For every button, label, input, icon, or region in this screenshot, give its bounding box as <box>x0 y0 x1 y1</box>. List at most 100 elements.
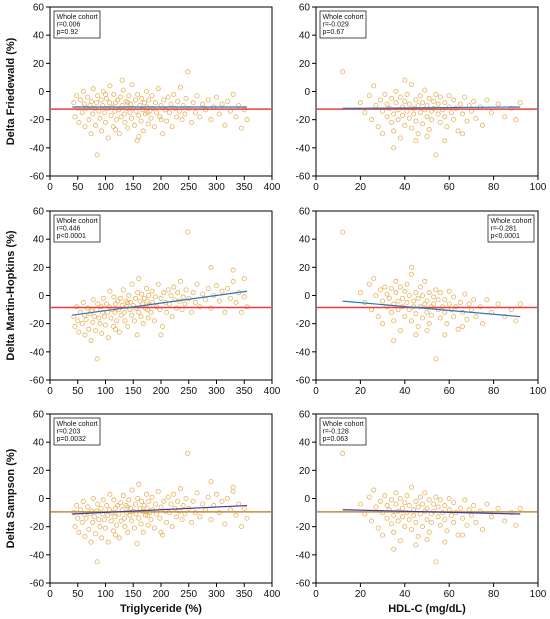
data-point <box>460 515 466 521</box>
data-point <box>171 91 177 97</box>
data-point <box>192 110 198 116</box>
data-point <box>90 111 96 117</box>
data-point <box>90 519 96 525</box>
data-point <box>127 101 133 107</box>
data-point <box>158 332 164 338</box>
data-point <box>388 285 394 291</box>
data-point <box>103 525 109 531</box>
data-point <box>238 309 244 315</box>
data-point <box>455 326 461 332</box>
data-points <box>71 450 250 565</box>
data-point <box>219 101 225 107</box>
y-tick-label: -40 <box>30 347 45 358</box>
data-point <box>183 96 189 102</box>
data-point <box>122 119 128 125</box>
data-point <box>400 112 406 118</box>
data-point <box>180 294 186 300</box>
data-point <box>76 119 82 125</box>
data-point <box>136 276 142 282</box>
data-point <box>138 314 144 320</box>
stats-legend-text: Whole cohort <box>57 421 98 428</box>
y-tick-label: 60 <box>33 410 45 421</box>
data-point <box>460 131 466 137</box>
data-point <box>72 114 78 120</box>
data-point <box>420 121 426 127</box>
y-tick-label: 40 <box>33 31 45 42</box>
data-point <box>404 281 410 287</box>
data-point <box>171 491 177 497</box>
x-tick-label: 350 <box>236 386 253 397</box>
data-point <box>125 125 131 131</box>
scatter-panel-2: -60 -40 -20 0 20 40 60 0 20 40 60 80 100 Whole cohort… <box>296 3 547 194</box>
data-point <box>402 77 408 83</box>
data-point <box>208 117 214 123</box>
data-point <box>373 292 379 298</box>
data-point <box>479 122 485 128</box>
data-point <box>431 301 437 307</box>
data-point <box>205 97 211 103</box>
data-point <box>413 138 419 144</box>
data-point <box>190 290 196 296</box>
regression-line <box>72 504 248 515</box>
data-point <box>373 504 379 510</box>
data-point <box>404 300 410 306</box>
data-point <box>86 526 92 532</box>
data-point <box>238 125 244 131</box>
data-point <box>435 514 441 520</box>
y-tick-label: 60 <box>33 207 45 218</box>
y-tick-label: 0 <box>38 87 44 98</box>
data-point <box>415 295 421 301</box>
data-point <box>484 501 490 507</box>
data-point <box>451 500 457 506</box>
y-tick-label: 0 <box>304 87 310 98</box>
data-point <box>116 535 122 541</box>
data-point <box>103 91 109 97</box>
data-point <box>431 294 437 300</box>
data-point <box>129 312 135 318</box>
data-point <box>428 519 434 525</box>
data-point <box>185 69 191 75</box>
data-point <box>446 288 452 294</box>
data-point <box>402 314 408 320</box>
data-point <box>462 94 468 100</box>
data-point <box>149 93 155 99</box>
data-point <box>108 112 114 118</box>
data-point <box>406 292 412 298</box>
data-point <box>442 309 448 315</box>
data-point <box>146 292 152 298</box>
data-point <box>442 297 448 303</box>
data-point <box>388 119 394 125</box>
data-point <box>186 295 192 301</box>
x-tick-label: 40 <box>399 589 411 600</box>
data-point <box>182 111 188 117</box>
data-point <box>132 295 138 301</box>
data-point <box>426 321 432 327</box>
y-tick-label: 20 <box>33 263 45 274</box>
stats-legend-box <box>53 417 101 446</box>
data-point <box>112 532 118 538</box>
data-point <box>144 491 150 497</box>
x-tick-label: 100 <box>97 589 114 600</box>
data-point <box>426 96 432 102</box>
data-point <box>442 503 448 509</box>
data-point <box>411 111 417 117</box>
data-point <box>442 539 448 545</box>
data-point <box>216 111 222 117</box>
data-point <box>484 97 490 103</box>
y-tick-label: 20 <box>33 466 45 477</box>
data-point <box>451 294 457 300</box>
data-point <box>131 122 137 128</box>
data-point <box>190 100 196 106</box>
data-point <box>105 135 111 141</box>
data-point <box>451 97 457 103</box>
x-tick-label: 0 <box>47 182 53 193</box>
data-point <box>433 91 439 97</box>
data-point <box>388 497 394 503</box>
data-point <box>161 97 167 103</box>
data-point <box>85 504 91 510</box>
data-points <box>340 69 523 158</box>
data-point <box>397 538 403 544</box>
data-point <box>495 101 501 107</box>
data-point <box>148 309 154 315</box>
regression-line <box>72 290 248 316</box>
